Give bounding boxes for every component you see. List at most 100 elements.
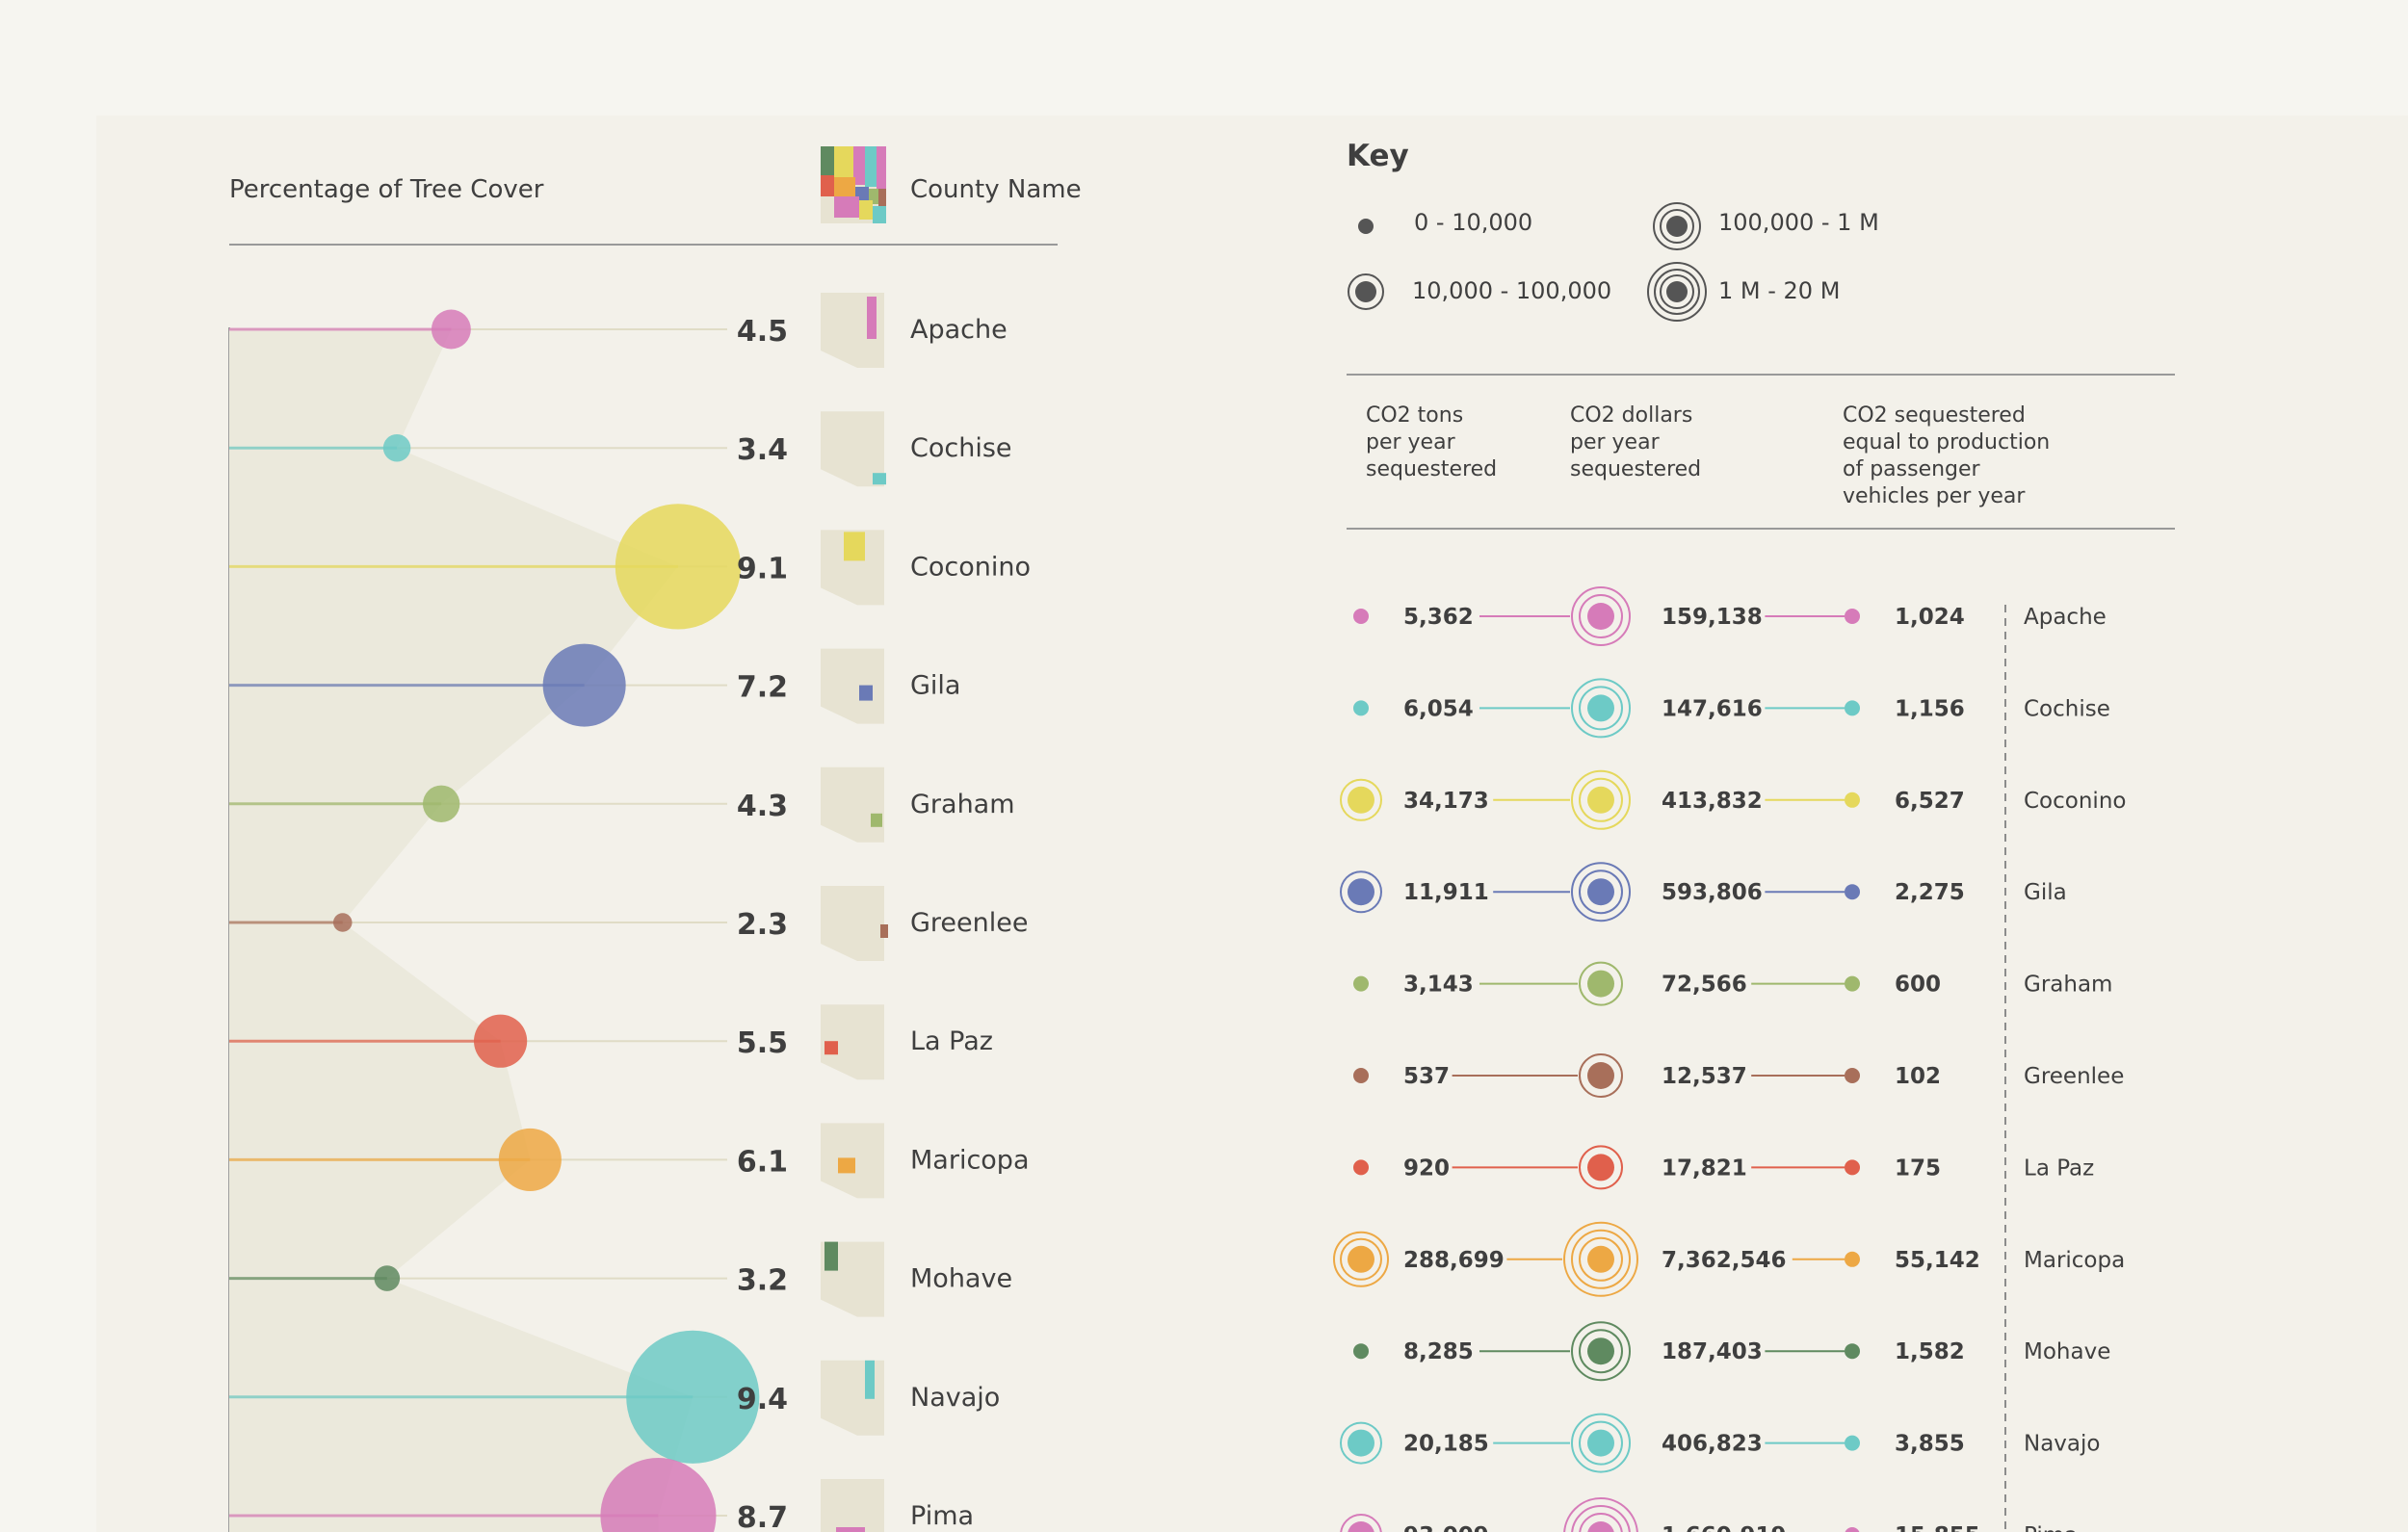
vehicles-dot xyxy=(1845,1068,1860,1083)
magnitude-symbol xyxy=(1353,1343,1369,1360)
key-label-2: 100,000 - 1 M xyxy=(1718,209,1879,236)
co2-tons-value: 6,054 xyxy=(1403,696,1474,721)
magnitude-ring xyxy=(1579,1145,1623,1190)
magnitude-symbol xyxy=(1587,878,1614,906)
co2-county-label: La Paz xyxy=(2024,1155,2094,1181)
lollipop-dot-navajo xyxy=(626,1330,760,1464)
tree-cover-value: 3.4 xyxy=(737,433,788,467)
county-highlight xyxy=(859,685,873,701)
co2-dollars-value: 147,616 xyxy=(1662,696,1763,721)
magnitude-ring xyxy=(1579,1329,1623,1374)
magnitude-ring xyxy=(1571,1505,1631,1532)
tree-cover-row-gila: 7.2 Gila xyxy=(229,643,960,727)
magnitude-ring xyxy=(1579,961,1623,1006)
tree-cover-panel: Percentage of Tree Cover County Name 4.5… xyxy=(228,146,1082,1532)
county-highlight xyxy=(873,473,886,485)
county-map-icon xyxy=(821,886,888,961)
lollipop-dot-la-paz xyxy=(474,1014,528,1068)
tree-cover-row-la-paz: 5.5 La Paz xyxy=(229,1004,993,1080)
co2-dollars-value: 159,138 xyxy=(1662,605,1763,630)
co2-tons-value: 11,911 xyxy=(1403,880,1489,905)
tree-cover-header: Percentage of Tree Cover xyxy=(229,175,544,204)
magnitude-ring xyxy=(1571,1229,1631,1289)
co2-county-label: Cochise xyxy=(2024,696,2110,721)
co2-dollars-value: 413,832 xyxy=(1662,789,1763,814)
magnitude-ring xyxy=(1579,1420,1623,1466)
col-header-dollars-line-3: sequestered xyxy=(1570,457,1701,481)
co2-tons-value: 537 xyxy=(1403,1064,1450,1089)
co2-tons-value: 93,009 xyxy=(1403,1523,1489,1532)
arizona-header-map-icon xyxy=(821,146,886,223)
magnitude-ring xyxy=(1340,870,1382,914)
tree-cover-row-coconino: 9.1 Coconino xyxy=(229,504,1031,630)
county-label: Navajo xyxy=(910,1383,1000,1413)
magnitude-ring xyxy=(1571,769,1631,830)
county-label: Pima xyxy=(910,1501,974,1531)
magnitude-ring xyxy=(1571,1321,1631,1382)
magnitude-ring xyxy=(1333,1231,1389,1287)
co2-tons-value: 8,285 xyxy=(1403,1339,1474,1364)
col-header-tons-line-1: CO2 tons xyxy=(1366,403,1463,428)
co2-tons-value: 3,143 xyxy=(1403,973,1474,998)
co2-row-mohave: 8,285 187,403 1,582 Mohave xyxy=(1353,1321,2110,1382)
co2-dollars-value: 12,537 xyxy=(1662,1064,1747,1089)
lollipop-dot-greenlee xyxy=(332,913,353,932)
col-header-vehicles-line-4: vehicles per year xyxy=(1843,484,2026,508)
magnitude-ring xyxy=(1340,1421,1382,1465)
magnitude-ring xyxy=(1579,1053,1623,1098)
magnitude-symbol xyxy=(1353,700,1369,716)
vehicles-dot xyxy=(1845,1435,1860,1451)
magnitude-symbol xyxy=(1587,694,1614,722)
magnitude-symbol xyxy=(1353,1068,1369,1083)
county-map-icon xyxy=(821,1004,884,1080)
tree-cover-row-greenlee: 2.3 Greenlee xyxy=(229,886,1029,961)
co2-dollars-value: 406,823 xyxy=(1662,1432,1763,1457)
key-symbol-2 xyxy=(1653,202,1701,250)
key-label-0: 0 - 10,000 xyxy=(1414,209,1532,236)
magnitude-ring xyxy=(1563,1221,1638,1297)
magnitude-symbol xyxy=(1587,1521,1614,1532)
tree-cover-area xyxy=(229,329,694,1532)
magnitude-symbol xyxy=(1587,970,1614,998)
key-item-3: 1 M - 20 M xyxy=(1647,262,1840,322)
magnitude-ring xyxy=(1340,778,1382,821)
col-header-tons-line-2: per year xyxy=(1366,430,1456,454)
county-label: Greenlee xyxy=(910,908,1029,938)
lollipop-dot-graham xyxy=(422,785,460,823)
co2-dollars-value: 187,403 xyxy=(1662,1339,1763,1364)
col-header-dollars-line-1: CO2 dollars xyxy=(1570,403,1692,428)
vehicles-dot xyxy=(1845,609,1860,624)
co2-vehicles-value: 3,855 xyxy=(1895,1432,1965,1457)
county-highlight xyxy=(838,1157,855,1174)
co2-county-label: Pima xyxy=(2024,1523,2078,1532)
magnitude-symbol xyxy=(1353,1159,1369,1176)
co2-rows: 5,362 159,138 1,024 Apache 6,054 147,616 1,156… xyxy=(1333,586,2126,1532)
co2-row-pima: 93,009 1,660,919 15,855 Pima xyxy=(1340,1497,2078,1532)
tree-cover-row-pima: 8.7 Pima xyxy=(229,1457,974,1532)
tree-cover-value: 2.3 xyxy=(737,908,788,942)
col-header-vehicles: CO2 sequestered equal to production of p… xyxy=(1843,403,2050,508)
county-highlight xyxy=(824,1241,838,1271)
magnitude-symbol xyxy=(1348,1429,1374,1457)
magnitude-symbol xyxy=(1348,1521,1374,1532)
lollipop-dot-pima xyxy=(600,1457,717,1532)
key-label-3: 1 M - 20 M xyxy=(1718,277,1840,304)
county-label: Cochise xyxy=(910,433,1012,463)
co2-dollars-value: 72,566 xyxy=(1662,973,1747,998)
co2-row-greenlee: 537 12,537 102 Greenlee xyxy=(1353,1053,2124,1098)
co2-tons-value: 20,185 xyxy=(1403,1432,1489,1457)
co2-county-label: Mohave xyxy=(2024,1339,2110,1364)
vehicles-dot xyxy=(1845,1343,1860,1360)
tree-cover-value: 5.5 xyxy=(737,1026,788,1060)
lollipop-dot-apache xyxy=(431,309,471,350)
lollipop-dot-cochise xyxy=(382,433,411,462)
tree-cover-value: 6.1 xyxy=(737,1145,788,1179)
magnitude-ring xyxy=(1579,870,1623,915)
co2-vehicles-value: 600 xyxy=(1895,973,1941,998)
co2-county-label: Maricopa xyxy=(2024,1248,2125,1273)
content-panel xyxy=(96,116,2408,1532)
col-header-vehicles-line-2: equal to production xyxy=(1843,430,2050,454)
county-highlight xyxy=(867,297,877,339)
co2-dollars-value: 1,660,919 xyxy=(1662,1523,1787,1532)
